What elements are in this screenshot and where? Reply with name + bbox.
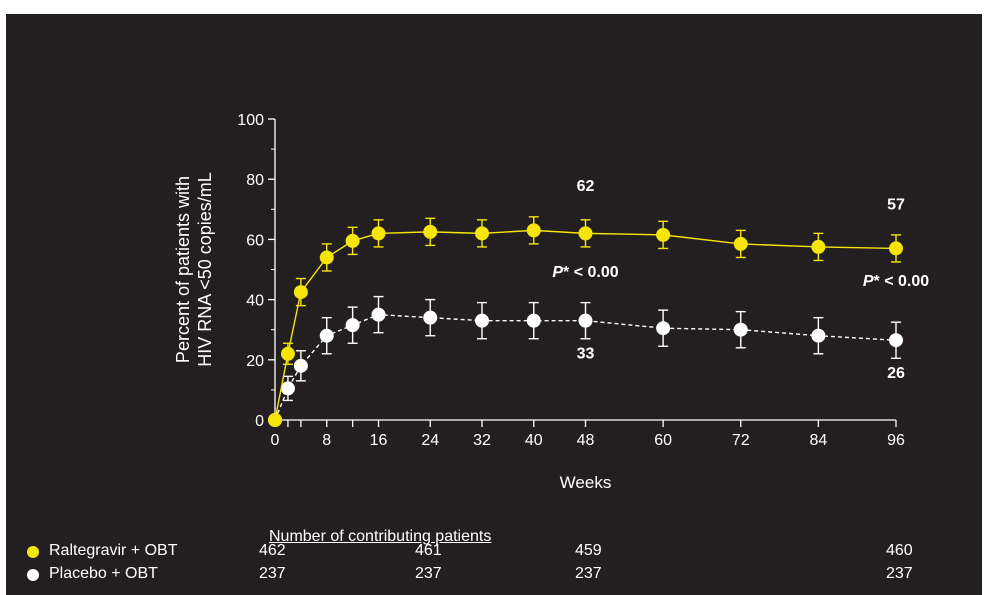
placebo-row-label: Placebo + OBT (49, 565, 158, 582)
raltegravir-row-label: Raltegravir + OBT (49, 542, 178, 559)
raltegravir-point-3 (319, 250, 334, 265)
placebo-legend-dot (27, 569, 39, 581)
placebo-point-7 (475, 313, 489, 328)
placebo-point-6 (423, 310, 438, 325)
y-axis-label-line1: Percent of patients with (173, 176, 193, 363)
raltegravir-point-1 (280, 346, 295, 361)
placebo-week48-label: 33 (577, 345, 595, 362)
placebo-point-9 (578, 313, 593, 328)
raltegravir-point-12 (811, 239, 826, 254)
x-tick-label-8: 72 (732, 432, 750, 449)
raltegravir-legend-dot (27, 546, 39, 558)
p-value-week96: P* < 0.00 (863, 273, 929, 290)
y-tick-label-2: 40 (246, 293, 264, 310)
y-axis-label-line2: HIV RNA <50 copies/mL (195, 172, 215, 367)
raltegravir-point-11 (733, 236, 748, 251)
placebo-count-1: 237 (415, 565, 442, 582)
x-tick-label-1: 8 (322, 432, 331, 449)
placebo-point-11 (733, 322, 748, 337)
x-tick-label-10: 96 (887, 432, 905, 449)
placebo-point-8 (526, 313, 541, 328)
x-tick-label-0: 0 (271, 432, 280, 449)
x-tick-label-5: 40 (525, 432, 543, 449)
x-tick-label-4: 32 (473, 432, 491, 449)
raltegravir-point-4 (345, 233, 360, 248)
placebo-point-3 (319, 328, 334, 343)
placebo-count-0: 237 (259, 565, 286, 582)
raltegravir-series-line (274, 229, 897, 421)
raltegravir-point-7 (475, 226, 489, 241)
placebo-week96-label: 26 (887, 365, 905, 382)
y-tick-label-0: 0 (255, 413, 264, 430)
figure-panel: 0 20 40 60 80 100 0 8 16 24 32 40 48 60 72 84 96 Weeks Per… (6, 14, 982, 595)
raltegravir-count-0: 462 (259, 542, 286, 559)
p-value-week48-rest: * < 0.00 (563, 264, 619, 281)
raltegravir-point-0 (268, 413, 282, 427)
raltegravir-count-2: 459 (575, 542, 602, 559)
placebo-point-10 (656, 321, 671, 336)
y-tick-label-3: 60 (246, 232, 264, 249)
p-value-week48-italic-p: P (552, 264, 563, 281)
y-tick-label-1: 20 (246, 353, 264, 370)
p-value-week96-rest: * < 0.00 (874, 273, 930, 290)
raltegravir-point-10 (656, 227, 671, 242)
raltegravir-point-2 (293, 285, 308, 300)
placebo-count-2: 237 (575, 565, 602, 582)
placebo-point-13 (889, 333, 903, 348)
placebo-point-5 (371, 307, 386, 322)
raltegravir-point-5 (371, 226, 386, 241)
placebo-point-12 (811, 328, 826, 343)
p-value-week96-italic-p: P (863, 273, 874, 290)
placebo-point-2 (293, 358, 308, 373)
placebo-count-3: 237 (886, 565, 913, 582)
line-chart: 0 20 40 60 80 100 0 8 16 24 32 40 48 60 72 84 96 Weeks Per… (173, 112, 929, 492)
x-axis-label: Weeks (560, 473, 612, 492)
table-header: Number of contributing patients (269, 528, 492, 545)
x-tick-label-9: 84 (809, 432, 827, 449)
x-tick-label-6: 48 (577, 432, 595, 449)
raltegravir-point-6 (423, 224, 438, 239)
placebo-point-1 (280, 381, 295, 396)
ral-week96-label: 57 (887, 196, 905, 213)
x-tick-label-7: 60 (654, 432, 672, 449)
p-value-week48: P* < 0.00 (552, 264, 618, 281)
x-tick-label-3: 24 (421, 432, 439, 449)
ral-week48-label: 62 (577, 178, 595, 195)
y-tick-label-5: 100 (237, 112, 264, 129)
raltegravir-count-3: 460 (886, 542, 913, 559)
y-tick-label-4: 80 (246, 172, 264, 189)
raltegravir-point-9 (578, 226, 593, 241)
raltegravir-count-1: 461 (415, 542, 442, 559)
x-tick-label-2: 16 (370, 432, 388, 449)
raltegravir-point-13 (889, 241, 903, 256)
raltegravir-point-8 (526, 223, 541, 238)
placebo-point-4 (345, 318, 360, 333)
